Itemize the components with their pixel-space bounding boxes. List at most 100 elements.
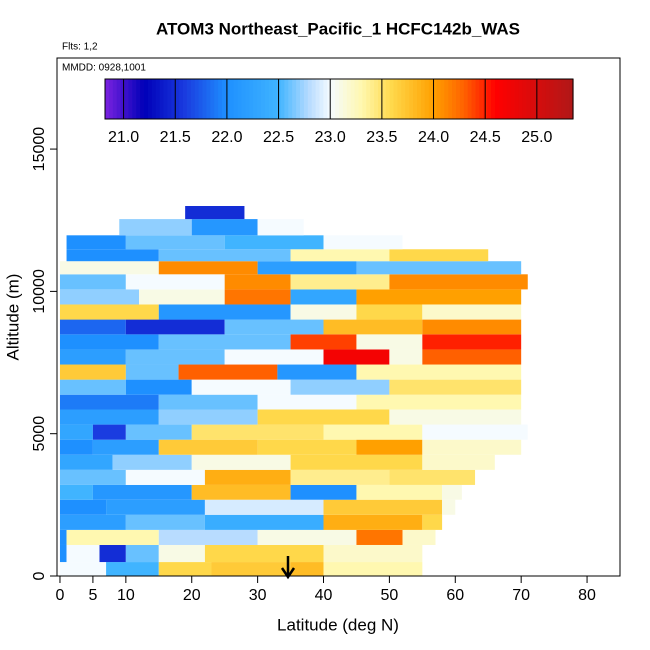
heat-cell (191, 219, 258, 236)
colorbar-segment (487, 79, 492, 119)
colorbar-segment (253, 79, 258, 119)
flights-label: Flts: 1,2 (62, 42, 98, 53)
heat-cell (59, 514, 126, 530)
heat-cell (125, 349, 225, 365)
colorbar-tick-label: 21.5 (160, 129, 191, 146)
heat-cell (59, 394, 159, 410)
heat-cell (158, 439, 258, 455)
colorbar-segment (323, 79, 328, 119)
colorbar-segment (448, 79, 453, 119)
heat-cell (257, 439, 357, 455)
colorbar-segment (186, 79, 192, 119)
heat-cell (356, 484, 443, 500)
colorbar-segment (452, 79, 457, 119)
colorbar-segment (116, 79, 122, 119)
heat-cell (211, 562, 291, 576)
heat-cell (290, 304, 357, 320)
colorbar-segment (300, 79, 305, 119)
heat-cell (59, 499, 107, 515)
colorbar-segment (296, 79, 301, 119)
colorbar-segment (222, 79, 227, 119)
colorbar-segment (436, 79, 441, 119)
heat-cell (158, 529, 258, 545)
heat-cell (356, 439, 423, 455)
heat-cell (158, 394, 258, 410)
heat-cell (290, 249, 390, 262)
heat-cell (290, 469, 390, 485)
colorbar-segment (506, 79, 512, 119)
heat-cell (158, 544, 205, 563)
colorbar-segment (198, 79, 204, 119)
heat-cell (389, 409, 522, 425)
heat-cell (59, 261, 159, 275)
heat-cell (257, 261, 357, 275)
heat-cell (125, 319, 225, 335)
heat-cell (59, 364, 126, 380)
heat-cell (290, 334, 357, 350)
colorbar-segment (292, 79, 297, 119)
heat-cell (442, 484, 462, 500)
heat-cell (356, 289, 522, 305)
heat-cell (66, 529, 159, 545)
heat-cell (158, 261, 258, 275)
colorbar-segment (389, 79, 395, 119)
colorbar-segment (136, 79, 141, 119)
colorbar-segment (214, 79, 219, 119)
colorbar-segment (233, 79, 239, 119)
heat-cell (422, 454, 495, 470)
colorbar-segment (378, 79, 383, 119)
colorbar-segment (420, 79, 426, 119)
heat-cell (59, 319, 126, 335)
colorbar-segment (385, 79, 391, 119)
heat-cell (422, 319, 522, 335)
heat-cell (224, 319, 324, 335)
heat-cell (59, 484, 93, 500)
colorbar-tick-label: 22.5 (263, 129, 294, 146)
y-tick-label: 0 (31, 571, 48, 580)
colorbar-segment (471, 79, 477, 119)
heat-cell (178, 364, 278, 380)
colorbar-segment (541, 79, 547, 119)
colorbar-segment (358, 79, 363, 119)
heat-cell (191, 424, 324, 440)
heat-cell (125, 424, 192, 440)
colorbar-segment (319, 79, 324, 119)
x-tick-label: 30 (249, 587, 267, 604)
colorbar-segment (498, 79, 504, 119)
x-tick-label: 20 (183, 587, 201, 604)
heat-cell (59, 304, 159, 320)
colorbar-segment (370, 79, 375, 119)
colorbar-segment (303, 79, 309, 119)
colorbar-segment (456, 79, 461, 119)
colorbar-segment (463, 79, 469, 119)
colorbar-segment (405, 79, 410, 119)
colorbar-segment (331, 79, 336, 119)
heat-cell (323, 514, 423, 530)
colorbar-segment (257, 79, 262, 119)
heat-cell (106, 562, 159, 576)
heat-cell (158, 409, 258, 425)
colorbar-segment (440, 79, 445, 119)
colorbar-segment (112, 79, 118, 119)
colorbar-segment (261, 79, 266, 119)
colorbar-segment (335, 79, 340, 119)
y-axis-label: Altitude (m) (3, 274, 22, 361)
heat-cell (323, 424, 423, 440)
heat-cell (422, 349, 522, 365)
colorbar-segment (534, 79, 539, 119)
heat-cell (323, 499, 443, 515)
colorbar-segment (346, 79, 352, 119)
colorbar-segment (315, 79, 321, 119)
x-tick-label: 50 (380, 587, 398, 604)
colorbar-segment (225, 79, 231, 119)
colorbar-tick-label: 24.0 (418, 129, 449, 146)
plot-frame (56, 57, 621, 577)
colorbar-segment (105, 79, 110, 119)
colorbar-segment (120, 79, 126, 119)
heat-cell (290, 379, 390, 395)
colorbar-segment (569, 79, 574, 119)
colorbar-segment (553, 79, 558, 119)
heat-cell (59, 562, 107, 576)
heat-cell (59, 439, 93, 455)
heat-cell (59, 544, 67, 563)
